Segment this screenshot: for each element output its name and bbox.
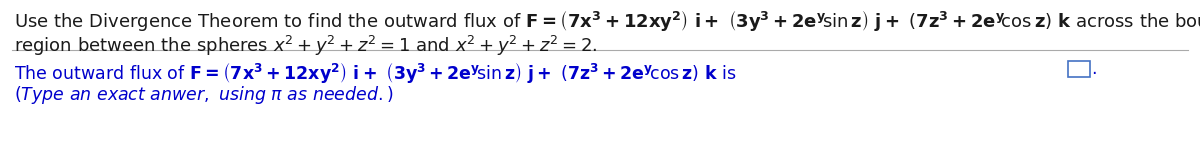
Text: $\mathrm{region\ between\ the\ spheres\ }x^2 + y^2 + z^2 = 1\ \mathrm{and}\ x^2 : $\mathrm{region\ between\ the\ spheres\ …: [14, 34, 598, 58]
Text: $\mathrm{Use\ the\ Divergence\ Theorem\ to\ find\ the\ outward\ flux\ of\ }\math: $\mathrm{Use\ the\ Divergence\ Theorem\ …: [14, 8, 1200, 33]
Text: $\mathrm{.}$: $\mathrm{.}$: [1091, 60, 1097, 78]
Text: $\mathit{(Type\ an\ exact\ anwer,\ using\ \pi\ as\ needed.)}$: $\mathit{(Type\ an\ exact\ anwer,\ using…: [14, 84, 394, 106]
FancyBboxPatch shape: [1068, 61, 1090, 77]
Text: $\mathrm{The\ outward\ flux\ of\ }\mathbf{F = \left(7x^3 + 12xy^2\right)\ i +\ \: $\mathrm{The\ outward\ flux\ of\ }\mathb…: [14, 60, 737, 85]
